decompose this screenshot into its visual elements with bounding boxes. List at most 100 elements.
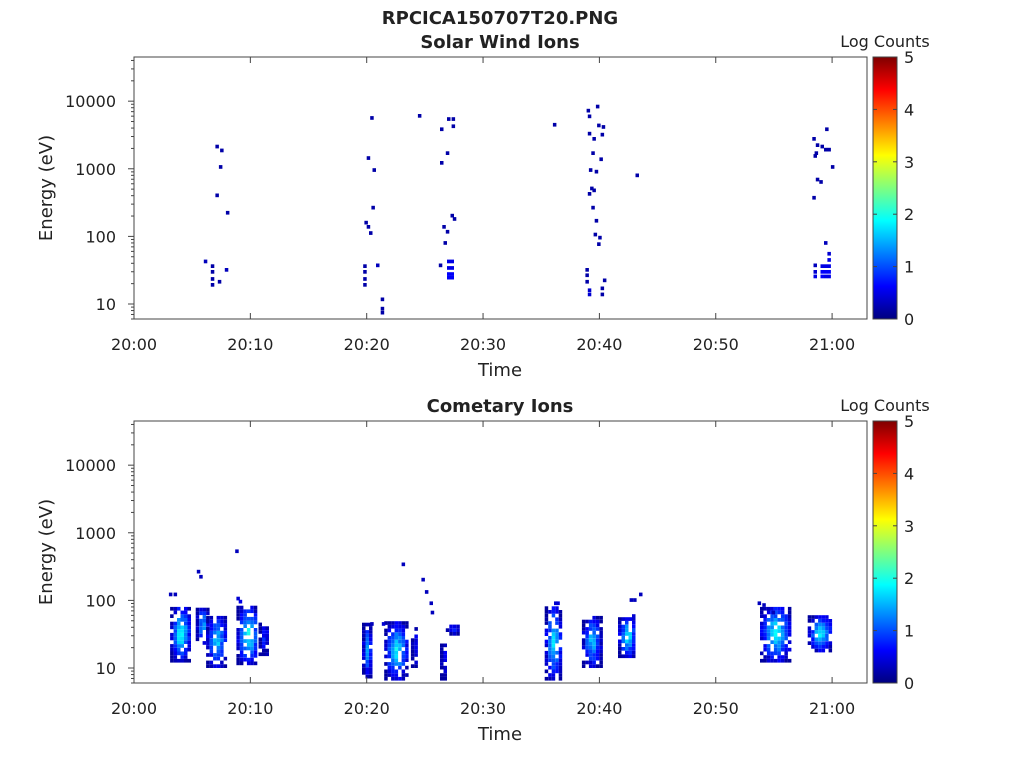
data-point: [366, 156, 371, 160]
heatmap-cell: [787, 658, 792, 663]
heatmap-cell: [821, 630, 826, 634]
heatmap-cell: [821, 633, 826, 638]
heatmap-cell: [387, 647, 392, 651]
data-point: [424, 590, 429, 594]
heatmap-cell: [265, 652, 269, 657]
heatmap-cell: [449, 624, 453, 629]
data-point: [827, 147, 831, 152]
heatmap-cell: [825, 615, 829, 619]
data-point: [450, 213, 454, 218]
heatmap-cell: [405, 654, 409, 659]
heatmap-cell: [246, 609, 251, 614]
heatmap-cell: [592, 645, 596, 650]
data-point: [238, 599, 243, 604]
heatmap-cell: [777, 629, 781, 633]
heatmap-cell: [625, 654, 629, 659]
heatmap-cell: [821, 622, 826, 627]
colorbar-tick-label: 2: [904, 205, 914, 224]
heatmap-cell: [243, 646, 247, 651]
heatmap-cell: [262, 630, 266, 634]
heatmap-cell: [544, 621, 549, 625]
data-point: [815, 143, 820, 147]
data-point: [445, 229, 450, 234]
heatmap-cell: [814, 641, 819, 645]
data-point: [450, 266, 454, 270]
data-point: [585, 273, 589, 278]
heatmap-cell: [784, 647, 788, 652]
heatmap-cell: [184, 640, 188, 644]
heatmap-cell: [236, 661, 240, 666]
heatmap-cell: [195, 607, 200, 612]
heatmap-cell: [811, 615, 815, 619]
heatmap-cell: [387, 665, 392, 670]
data-point: [813, 274, 817, 279]
heatmap-cell: [780, 636, 785, 641]
heatmap-cell: [414, 645, 418, 650]
heatmap-cell: [548, 624, 552, 629]
heatmap-cell: [401, 639, 406, 644]
heatmap-cell: [236, 657, 240, 662]
heatmap-cell: [394, 621, 399, 625]
data-point: [593, 232, 598, 237]
data-point: [827, 274, 831, 279]
heatmap-cell: [239, 620, 244, 625]
heatmap-cell: [394, 673, 399, 677]
heatmap-cell: [246, 646, 251, 651]
heatmap-cell: [265, 637, 269, 642]
heatmap-cell: [216, 623, 221, 628]
heatmap-cell: [592, 638, 596, 642]
heatmap-cell: [223, 638, 228, 642]
heatmap-cell: [173, 636, 178, 641]
heatmap-cell: [618, 643, 622, 647]
x-axis-label: Time: [477, 360, 522, 381]
heatmap-cell: [365, 641, 369, 645]
heatmap-cell: [599, 656, 603, 661]
heatmap-cell: [551, 662, 556, 666]
heatmap-cell: [625, 624, 629, 629]
heatmap-cell: [239, 639, 244, 643]
heatmap-cell: [818, 637, 822, 642]
heatmap-cell: [548, 610, 552, 614]
heatmap-cell: [777, 647, 781, 652]
data-point: [597, 123, 601, 128]
heatmap-cell: [780, 606, 785, 611]
heatmap-cell: [581, 627, 586, 631]
heatmap-cell: [551, 673, 556, 677]
heatmap-cell: [632, 639, 636, 644]
heatmap-cell: [784, 658, 788, 663]
heatmap-cell: [414, 642, 418, 646]
heatmap-cell: [440, 658, 444, 662]
heatmap-cell: [239, 613, 244, 617]
heatmap-cell: [180, 640, 184, 644]
heatmap-cell: [180, 625, 184, 630]
heatmap-cell: [588, 660, 593, 665]
heatmap-cell: [766, 629, 771, 633]
heatmap-cell: [625, 647, 629, 651]
heatmap-cell: [362, 648, 366, 653]
heatmap-cell: [777, 636, 781, 641]
heatmap-cell: [365, 652, 369, 657]
heatmap-cell: [440, 662, 444, 666]
heatmap-cell: [265, 626, 269, 630]
colorbar-tick-label: 0: [904, 674, 914, 693]
heatmap-cell: [391, 621, 395, 625]
heatmap-cell: [456, 628, 460, 632]
heatmap-cell: [401, 669, 406, 674]
heatmap-cell: [177, 651, 181, 656]
data-point: [199, 574, 203, 579]
heatmap-cell: [401, 632, 406, 636]
data-point: [601, 125, 606, 129]
data-cells: [168, 549, 833, 681]
heatmap-cell: [405, 673, 409, 677]
heatmap-cell: [180, 632, 184, 637]
data-point: [210, 270, 215, 274]
heatmap-cell: [250, 624, 254, 628]
data-point: [591, 151, 595, 155]
heatmap-cell: [551, 628, 556, 633]
heatmap-cell: [770, 625, 774, 630]
heatmap-cell: [544, 632, 549, 636]
heatmap-cell: [410, 653, 415, 657]
heatmap-cell: [398, 639, 402, 644]
panel-title: Solar Wind Ions: [420, 32, 579, 53]
